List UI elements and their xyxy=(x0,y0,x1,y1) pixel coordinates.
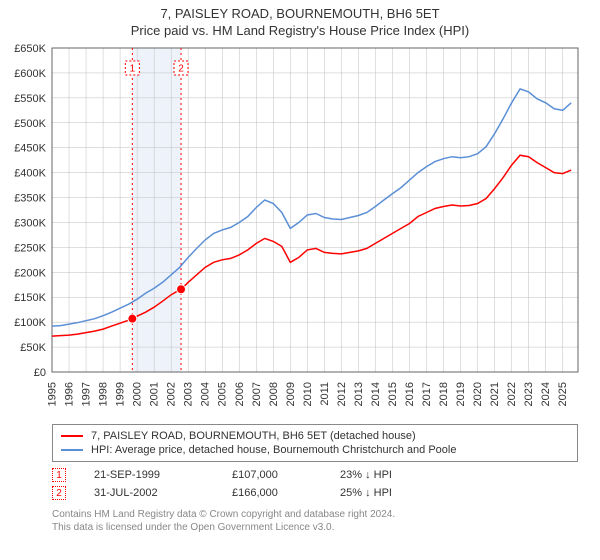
svg-text:£0: £0 xyxy=(34,367,46,379)
table-row: 2 31-JUL-2002 £166,000 25% ↓ HPI xyxy=(52,484,578,502)
svg-text:2005: 2005 xyxy=(217,382,229,406)
footer-attribution: Contains HM Land Registry data © Crown c… xyxy=(52,508,578,534)
chart-area: £0 £50K £100K £150K £200K £250K £300K £350K £400… xyxy=(0,38,600,418)
svg-text:2001: 2001 xyxy=(149,382,161,406)
svg-text:£50K: £50K xyxy=(20,342,46,354)
tx-marker-icon: 2 xyxy=(52,486,66,500)
tx-date: 21-SEP-1999 xyxy=(94,469,204,481)
svg-text:£650K: £650K xyxy=(14,43,46,55)
svg-text:2024: 2024 xyxy=(540,382,552,406)
transaction-table: 1 21-SEP-1999 £107,000 23% ↓ HPI 2 31-JU… xyxy=(52,466,578,502)
tx-price: £166,000 xyxy=(232,487,312,499)
svg-text:£350K: £350K xyxy=(14,193,46,205)
tx-delta: 25% ↓ HPI xyxy=(340,487,392,499)
svg-text:2019: 2019 xyxy=(455,382,467,406)
svg-text:2: 2 xyxy=(178,63,184,74)
line-chart: £0 £50K £100K £150K £200K £250K £300K £350K £400… xyxy=(0,38,600,418)
footer-line: This data is licensed under the Open Gov… xyxy=(52,521,578,534)
legend-swatch xyxy=(61,435,83,437)
svg-text:2015: 2015 xyxy=(387,382,399,406)
svg-text:1: 1 xyxy=(130,63,136,74)
svg-text:£200K: £200K xyxy=(14,267,46,279)
svg-text:2021: 2021 xyxy=(489,382,501,406)
svg-text:1995: 1995 xyxy=(47,382,59,406)
svg-text:2025: 2025 xyxy=(557,382,569,406)
svg-text:2008: 2008 xyxy=(268,382,280,406)
svg-text:£550K: £550K xyxy=(14,93,46,105)
svg-text:2009: 2009 xyxy=(285,382,297,406)
table-row: 1 21-SEP-1999 £107,000 23% ↓ HPI xyxy=(52,466,578,484)
svg-text:2010: 2010 xyxy=(302,382,314,406)
legend: 7, PAISLEY ROAD, BOURNEMOUTH, BH6 5ET (d… xyxy=(52,424,578,462)
legend-label: 7, PAISLEY ROAD, BOURNEMOUTH, BH6 5ET (d… xyxy=(91,430,416,442)
legend-item: HPI: Average price, detached house, Bour… xyxy=(61,443,569,457)
svg-text:£100K: £100K xyxy=(14,317,46,329)
svg-text:£150K: £150K xyxy=(14,292,46,304)
svg-text:2013: 2013 xyxy=(353,382,365,406)
svg-text:1996: 1996 xyxy=(64,382,76,406)
svg-text:2017: 2017 xyxy=(421,382,433,406)
footer-line: Contains HM Land Registry data © Crown c… xyxy=(52,508,578,521)
svg-text:2018: 2018 xyxy=(438,382,450,406)
svg-text:2002: 2002 xyxy=(166,382,178,406)
svg-text:2000: 2000 xyxy=(132,382,144,406)
tx-marker-number: 1 xyxy=(56,470,62,481)
svg-text:£450K: £450K xyxy=(14,143,46,155)
svg-text:2011: 2011 xyxy=(319,382,331,406)
svg-text:2003: 2003 xyxy=(183,382,195,406)
svg-text:£300K: £300K xyxy=(14,217,46,229)
svg-text:2020: 2020 xyxy=(472,382,484,406)
tx-date: 31-JUL-2002 xyxy=(94,487,204,499)
svg-text:£400K: £400K xyxy=(14,168,46,180)
legend-swatch xyxy=(61,449,83,451)
svg-text:£500K: £500K xyxy=(14,118,46,130)
svg-text:2023: 2023 xyxy=(523,382,535,406)
chart-title-main: 7, PAISLEY ROAD, BOURNEMOUTH, BH6 5ET xyxy=(0,6,600,21)
svg-text:2022: 2022 xyxy=(506,382,518,406)
tx-marker-number: 2 xyxy=(56,488,62,499)
tx-marker-icon: 1 xyxy=(52,468,66,482)
svg-text:2012: 2012 xyxy=(336,382,348,406)
tx-price: £107,000 xyxy=(232,469,312,481)
svg-text:2016: 2016 xyxy=(404,382,416,406)
legend-item: 7, PAISLEY ROAD, BOURNEMOUTH, BH6 5ET (d… xyxy=(61,429,569,443)
svg-text:£250K: £250K xyxy=(14,242,46,254)
legend-label: HPI: Average price, detached house, Bour… xyxy=(91,444,456,456)
chart-title-sub: Price paid vs. HM Land Registry's House … xyxy=(0,23,600,38)
svg-text:2007: 2007 xyxy=(251,382,263,406)
svg-text:£600K: £600K xyxy=(14,68,46,80)
svg-text:1997: 1997 xyxy=(81,382,93,406)
svg-text:1999: 1999 xyxy=(115,382,127,406)
tx-delta: 23% ↓ HPI xyxy=(340,469,392,481)
svg-text:2004: 2004 xyxy=(200,382,212,406)
svg-text:2006: 2006 xyxy=(234,382,246,406)
svg-text:2014: 2014 xyxy=(370,382,382,406)
svg-text:1998: 1998 xyxy=(98,382,110,406)
